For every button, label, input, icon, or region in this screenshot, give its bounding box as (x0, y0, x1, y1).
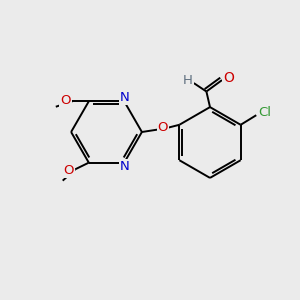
Text: O: O (158, 121, 168, 134)
Text: Cl: Cl (258, 106, 271, 119)
Text: N: N (120, 91, 130, 104)
Text: O: O (223, 71, 234, 85)
Text: N: N (120, 160, 130, 173)
Text: O: O (61, 94, 71, 107)
Text: O: O (63, 164, 74, 177)
Text: H: H (183, 74, 193, 87)
